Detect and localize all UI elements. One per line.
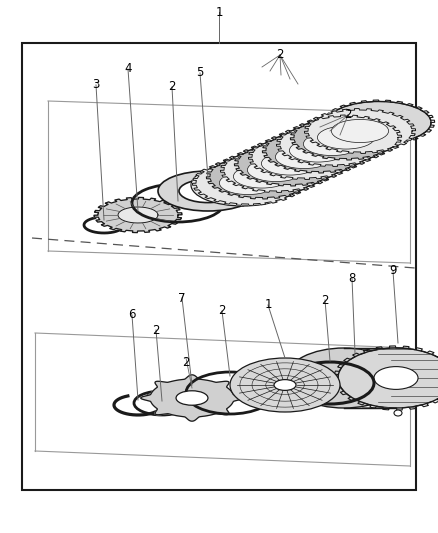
- Polygon shape: [248, 134, 360, 180]
- Ellipse shape: [276, 146, 332, 168]
- Polygon shape: [192, 160, 304, 205]
- Ellipse shape: [332, 119, 389, 142]
- Text: 9: 9: [389, 264, 397, 278]
- Polygon shape: [220, 148, 332, 192]
- Polygon shape: [206, 154, 318, 199]
- Text: 2: 2: [276, 49, 284, 61]
- Ellipse shape: [274, 379, 296, 390]
- Ellipse shape: [230, 358, 340, 412]
- Ellipse shape: [176, 391, 208, 405]
- Polygon shape: [276, 122, 388, 166]
- Text: 3: 3: [92, 78, 100, 92]
- Polygon shape: [141, 375, 243, 421]
- Polygon shape: [304, 109, 416, 154]
- Polygon shape: [118, 207, 158, 223]
- Ellipse shape: [327, 101, 431, 143]
- Ellipse shape: [191, 164, 295, 206]
- Text: 1: 1: [215, 5, 223, 19]
- Ellipse shape: [219, 172, 277, 195]
- Ellipse shape: [261, 152, 318, 175]
- Text: 1: 1: [264, 298, 272, 311]
- Text: 5: 5: [196, 67, 204, 79]
- Text: 2: 2: [218, 304, 226, 318]
- Ellipse shape: [374, 367, 418, 390]
- Text: 7: 7: [178, 292, 186, 304]
- Bar: [22, 43, 416, 490]
- Ellipse shape: [304, 132, 360, 156]
- Ellipse shape: [318, 126, 374, 149]
- Polygon shape: [94, 197, 182, 232]
- Ellipse shape: [158, 171, 258, 211]
- Polygon shape: [234, 141, 346, 186]
- Text: 4: 4: [124, 62, 132, 76]
- Text: 8: 8: [348, 271, 356, 285]
- Ellipse shape: [338, 348, 438, 408]
- Ellipse shape: [286, 348, 402, 408]
- Ellipse shape: [290, 139, 346, 162]
- Text: 2: 2: [152, 324, 160, 336]
- Text: 2: 2: [321, 294, 329, 306]
- Ellipse shape: [394, 410, 402, 416]
- Text: 2: 2: [182, 357, 190, 369]
- Ellipse shape: [179, 180, 237, 203]
- Ellipse shape: [247, 158, 304, 182]
- Text: 2: 2: [344, 109, 352, 122]
- Polygon shape: [290, 115, 402, 160]
- Polygon shape: [262, 128, 374, 173]
- Text: 2: 2: [168, 80, 176, 93]
- Text: 6: 6: [128, 309, 136, 321]
- Ellipse shape: [233, 165, 290, 188]
